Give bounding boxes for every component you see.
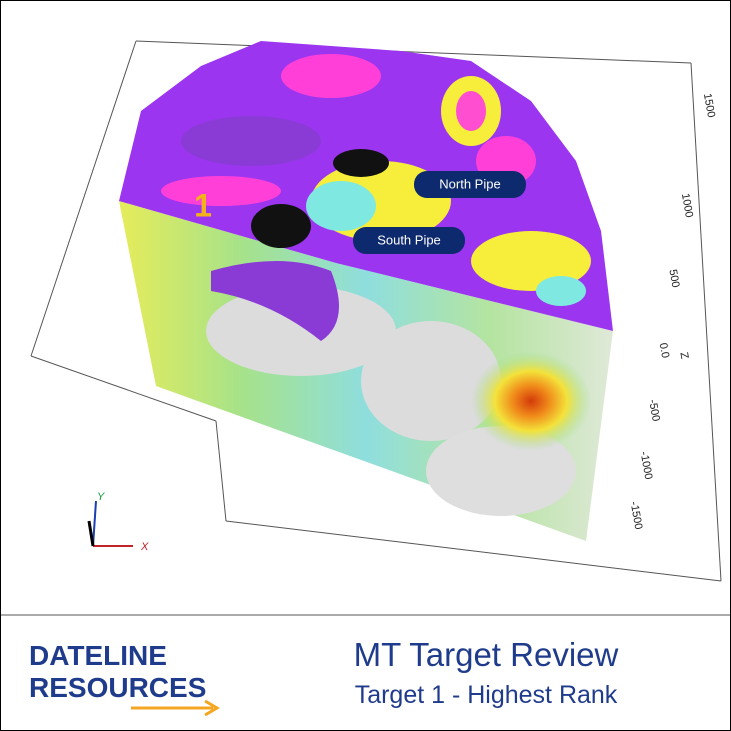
axis-triad: X Y	[87, 491, 149, 553]
footer-title: MT Target Review	[354, 636, 619, 673]
pipe-label: North Pipe	[439, 176, 500, 191]
z-tick-label: 1000	[679, 192, 695, 218]
label-box	[353, 227, 465, 254]
patch	[536, 276, 586, 306]
z-tick-label: -500	[646, 399, 662, 423]
low-zone	[361, 321, 501, 441]
z-tick-label: -1000	[638, 451, 655, 481]
z-tick-label: 0.0	[657, 342, 671, 359]
z-tick-label: 500	[666, 268, 681, 288]
anomaly	[471, 351, 591, 451]
conductor	[211, 261, 339, 341]
bounding-box	[30, 40, 722, 582]
drill-cluster	[333, 149, 389, 177]
logo-line: RESOURCES	[29, 672, 206, 703]
target-label: 1	[194, 187, 212, 223]
low-zone	[206, 286, 396, 376]
patch	[281, 54, 381, 98]
pipe-label: South Pipe	[377, 232, 441, 247]
patch	[181, 116, 321, 166]
footer-subtitle: Target 1 - Highest Rank	[355, 681, 618, 709]
z-axis: 1500 1000 500 0.0 -500 -1000 -1500	[628, 92, 717, 530]
patch	[306, 181, 376, 231]
patch	[161, 176, 281, 206]
triad-y: Y	[97, 491, 105, 503]
label-box	[414, 171, 526, 198]
logo-arrow	[131, 699, 220, 717]
logo-line: DATELINE	[29, 640, 167, 671]
z-tick-label: 1500	[701, 92, 717, 118]
drill-cluster	[251, 204, 311, 248]
z-tick-label: -1500	[628, 501, 645, 531]
patch	[456, 91, 486, 131]
triad-x: X	[140, 541, 149, 553]
axis-title: Z	[677, 351, 690, 360]
